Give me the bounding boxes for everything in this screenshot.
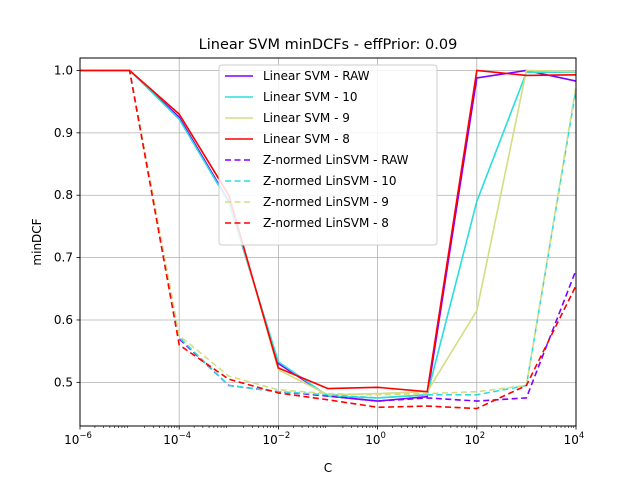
y-tick-label: 0.6 — [54, 313, 73, 327]
plot-lines — [80, 69, 577, 410]
y-tick-label: 1.0 — [54, 63, 73, 77]
series-line-7 — [80, 69, 577, 396]
y-tick-label: 0.7 — [54, 251, 73, 265]
legend-label: Linear SVM - RAW — [263, 69, 370, 83]
x-tick-label: 10−6 — [64, 431, 92, 447]
legend-label: Z-normed LinSVM - 9 — [263, 195, 389, 209]
chart-title: Linear SVM minDCFs - effPrior: 0.09 — [199, 37, 458, 53]
x-tick-label: 102 — [464, 431, 485, 447]
y-tick-label: 0.5 — [54, 375, 73, 389]
series-line-8 — [80, 69, 577, 410]
x-tick-label: 104 — [564, 431, 585, 447]
y-tick-label: 0.9 — [54, 126, 73, 140]
plot-frame — [79, 57, 577, 427]
x-axis: 10−6 10−4 10−2 100 102 104 — [64, 426, 584, 447]
y-tick-label: 0.8 — [54, 188, 73, 202]
legend-label: Linear SVM - 10 — [263, 90, 358, 104]
y-axis-label: minDCF — [30, 218, 44, 265]
x-tick-label: 10−2 — [262, 431, 290, 447]
series-line-4 — [80, 69, 577, 393]
legend-label: Z-normed LinSVM - 10 — [263, 174, 397, 188]
legend-label: Z-normed LinSVM - 8 — [263, 216, 389, 230]
x-tick-label: 10−4 — [163, 431, 191, 447]
legend-label: Linear SVM - 8 — [263, 132, 350, 146]
x-tick-label: 100 — [365, 431, 386, 447]
y-axis: 0.5 0.6 0.7 0.8 0.9 1.0 — [54, 63, 80, 389]
legend: Linear SVM - RAW Linear SVM - 10 Linear SV… — [218, 64, 438, 246]
legend-label: Linear SVM - 9 — [263, 111, 350, 125]
legend-box — [218, 64, 438, 246]
x-axis-label: C — [324, 461, 332, 475]
legend-label: Z-normed LinSVM - RAW — [263, 153, 409, 167]
